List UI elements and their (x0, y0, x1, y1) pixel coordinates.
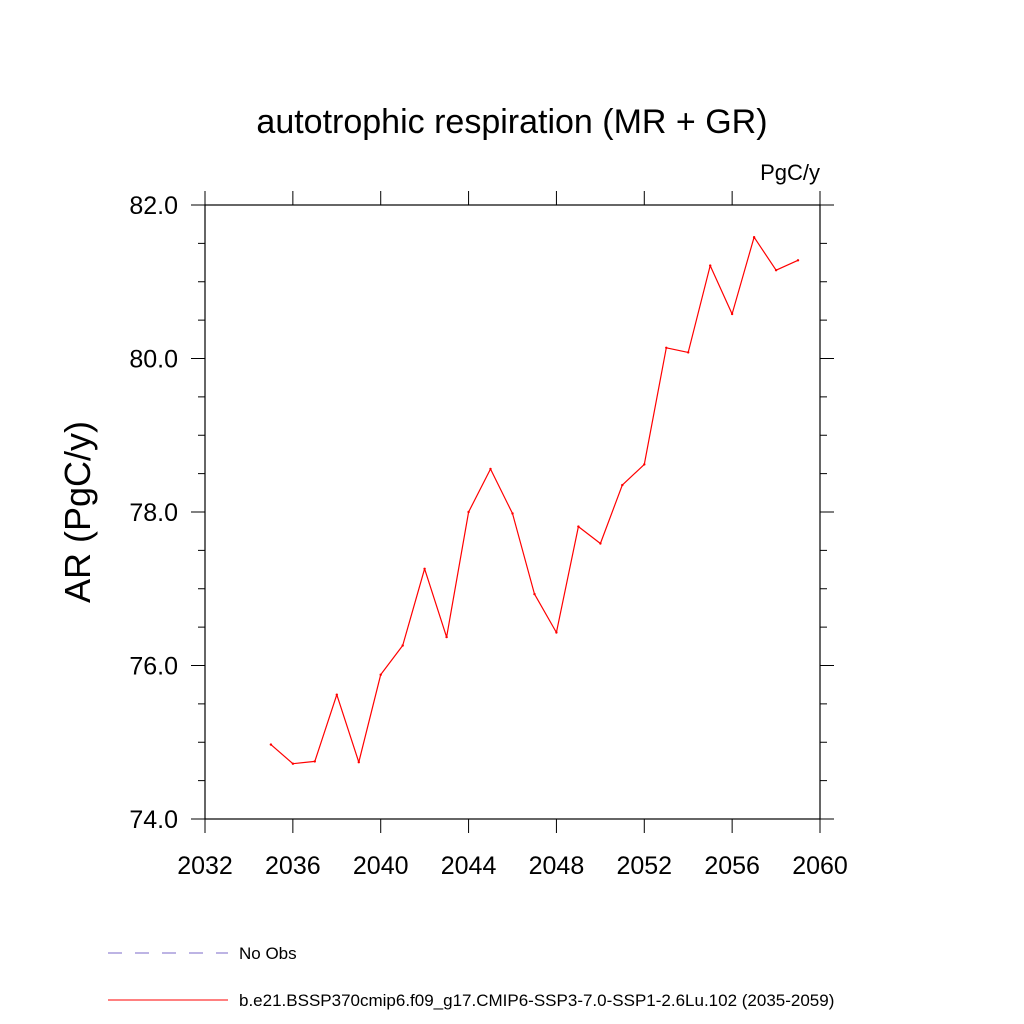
x-tick-label: 2060 (792, 852, 848, 880)
data-point (511, 512, 514, 515)
data-point (621, 483, 624, 487)
data-point (357, 761, 360, 764)
data-point (445, 635, 448, 639)
legend: No Obs b.e21.BSSP370cmip6.f09_g17.CMIP6-S… (108, 944, 834, 1010)
data-point (687, 351, 690, 354)
units-label: PgC/y (760, 160, 820, 185)
data-point (599, 542, 602, 545)
y-tick-label: 74.0 (129, 806, 178, 834)
data-point (774, 269, 778, 272)
legend-label: b.e21.BSSP370cmip6.f09_g17.CMIP6-SSP3-7.… (239, 991, 834, 1010)
plot-frame (204, 204, 821, 820)
data-point (423, 567, 426, 570)
data-point (533, 592, 536, 596)
data-point (269, 743, 273, 746)
data-point (643, 463, 646, 466)
data-point (291, 762, 295, 765)
data-point (467, 510, 470, 514)
chart-title: autotrophic respiration (MR + GR) (256, 103, 767, 141)
y-tick-label: 78.0 (129, 499, 178, 527)
x-tick-label: 2040 (353, 852, 409, 880)
x-tick-label: 2048 (529, 852, 585, 880)
x-tick-label: 2036 (265, 852, 321, 880)
data-point (709, 264, 712, 267)
data-point (335, 693, 338, 696)
data-point (555, 631, 558, 634)
x-tick-label: 2032 (177, 852, 233, 880)
x-tick-label: 2052 (616, 852, 672, 880)
data-point (796, 259, 800, 262)
y-axis-label: AR (PgC/y) (57, 421, 98, 603)
x-tick-label: 2056 (704, 852, 760, 880)
data-point (577, 525, 580, 528)
series-line (270, 236, 799, 765)
data-point (752, 236, 756, 239)
series-layer (269, 236, 800, 765)
y-tick-label: 82.0 (129, 192, 178, 220)
axis-ticks: 2032 2036 2040 2044 2048 2052 2056 2060 74.0 76.0… (129, 191, 848, 880)
y-tick-label: 76.0 (129, 653, 178, 681)
legend-label: No Obs (239, 944, 297, 963)
data-point (489, 467, 492, 471)
data-point (313, 760, 316, 763)
data-point (379, 673, 382, 676)
x-tick-label: 2044 (441, 852, 497, 880)
data-point (401, 644, 404, 647)
data-point (665, 346, 668, 349)
y-tick-label: 80.0 (129, 346, 178, 374)
data-point (730, 312, 734, 316)
